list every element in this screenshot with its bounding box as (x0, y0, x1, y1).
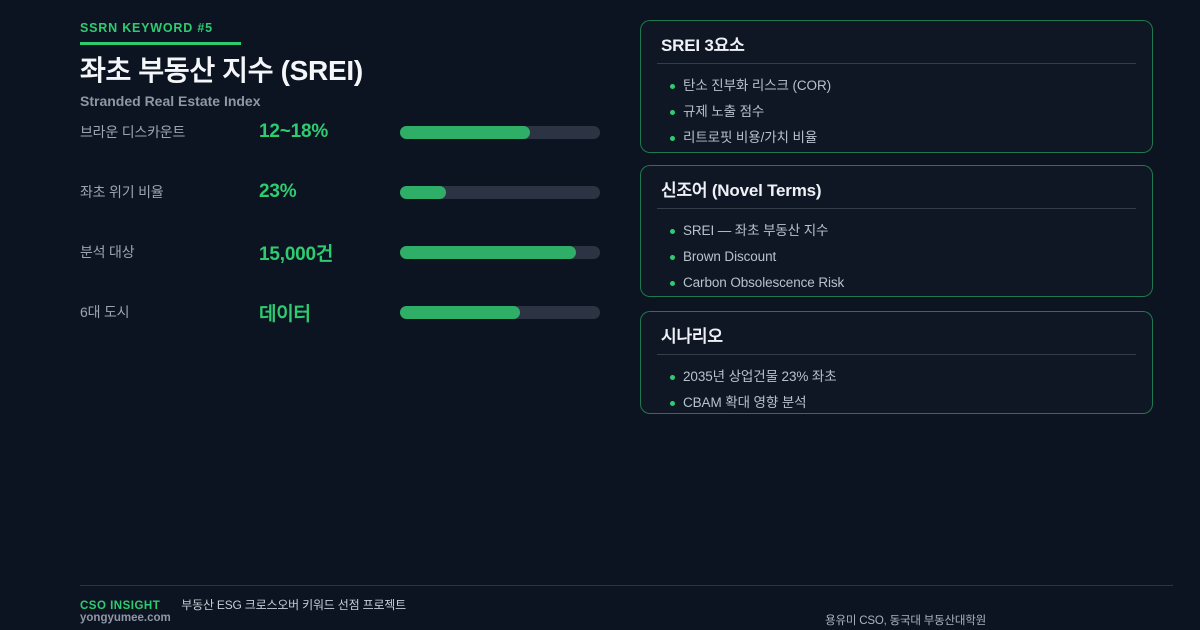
stat-label: 브라운 디스카운트 (80, 124, 186, 140)
credit-label: 용유미 CSO, 동국대 부동산대학원 (825, 615, 986, 627)
progress-bar (400, 245, 600, 259)
footer-divider (80, 585, 1173, 586)
progress-bar (400, 125, 600, 139)
stat-label: 좌초 위기 비율 (80, 184, 164, 200)
bullet-item: CBAM 확대 영향 분석 (670, 390, 1136, 413)
footer-brand-row: CSO INSIGHT 부동산 ESG 크로스오버 키워드 선점 프로젝트 (80, 596, 406, 613)
project-label: 부동산 ESG 크로스오버 키워드 선점 프로젝트 (181, 598, 406, 612)
stat-row-stranded-ratio: 좌초 위기 비율 23% (80, 175, 601, 209)
eyebrow-label: SSRN KEYWORD #5 (80, 21, 213, 35)
stat-row-brown-discount: 브라운 디스카운트 12~18% (80, 115, 601, 149)
site-url: yongyumee.com (80, 612, 171, 624)
stat-row-six-cities: 6대 도시 데이터 (80, 295, 601, 329)
bullet-item: 리트로핏 비용/가치 비율 (670, 125, 1136, 151)
bullet-list: SREI — 좌초 부동산 지수 Brown Discount Carbon O… (641, 218, 1152, 296)
stat-label: 분석 대상 (80, 244, 135, 260)
card-title: 신조어 (Novel Terms) (661, 181, 822, 200)
page-title: 좌초 부동산 지수 (SREI) (80, 55, 363, 86)
stat-value: 12~18% (259, 121, 329, 142)
progress-bar (400, 185, 600, 199)
brand-label: CSO INSIGHT (80, 600, 161, 612)
card-novel-terms: 신조어 (Novel Terms) SREI — 좌초 부동산 지수 Brown… (640, 165, 1153, 297)
bullet-list: 탄소 진부화 리스크 (COR) 규제 노출 점수 리트로핏 비용/가치 비율 (641, 73, 1152, 151)
card-title: 시나리오 (661, 327, 723, 346)
card-srei-factors: SREI 3요소 탄소 진부화 리스크 (COR) 규제 노출 점수 리트로핏 … (640, 20, 1153, 153)
progress-fill (400, 185, 446, 199)
bullet-list: 2035년 상업건물 23% 좌초 CBAM 확대 영향 분석 (641, 364, 1152, 413)
bullet-item: SREI — 좌초 부동산 지수 (670, 218, 1136, 244)
card-divider (657, 208, 1136, 209)
stat-value: 데이터 (259, 303, 311, 325)
bullet-item: 탄소 진부화 리스크 (COR) (670, 73, 1136, 99)
bullet-item: 2035년 상업건물 23% 좌초 (670, 364, 1136, 390)
progress-fill (400, 245, 576, 259)
progress-fill (400, 305, 520, 319)
card-divider (657, 354, 1136, 355)
eyebrow-underline (80, 42, 241, 45)
card-divider (657, 63, 1136, 64)
page-subtitle: Stranded Real Estate Index (80, 93, 261, 109)
bullet-item: 규제 노출 점수 (670, 99, 1136, 125)
hero-section: SSRN KEYWORD #5 좌초 부동산 지수 (SREI) Strande… (80, 21, 600, 109)
stat-value: 15,000건 (259, 243, 334, 265)
progress-bar (400, 305, 600, 319)
bullet-item: Brown Discount (670, 244, 1136, 270)
card-scenario: 시나리오 2035년 상업건물 23% 좌초 CBAM 확대 영향 분석 (640, 311, 1153, 414)
card-title: SREI 3요소 (661, 36, 745, 55)
stat-value: 23% (259, 181, 297, 202)
bullet-item: Carbon Obsolescence Risk (670, 270, 1136, 296)
stat-row-analysis-count: 분석 대상 15,000건 (80, 235, 601, 269)
stat-label: 6대 도시 (80, 304, 130, 320)
progress-fill (400, 125, 530, 139)
